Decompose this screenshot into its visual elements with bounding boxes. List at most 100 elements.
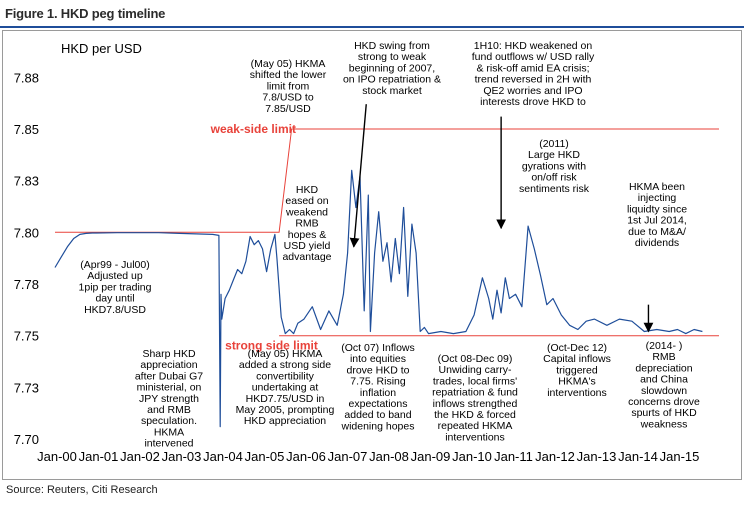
- x-axis-ticks: Jan-00 Jan-01 Jan-02 Jan-03 Jan-04 Jan-05 Jan-…: [37, 449, 699, 464]
- annotation-line: interventions: [547, 387, 607, 399]
- annotation-line: 7.8/USD to: [262, 92, 314, 104]
- annotation-line: liquidty since: [627, 203, 687, 215]
- hkd-peg-chart: HKD per USD 7.70 7.73 7.75 7.78 7.80 7.83 7.85…: [14, 40, 719, 464]
- annotation-line: sentiments risk: [519, 183, 590, 195]
- x-tick-label: Jan-09: [411, 449, 451, 464]
- annotation-line: repatriation & fund: [432, 387, 518, 399]
- annotation-line: strong to weak: [358, 51, 427, 63]
- annotation-line: (Apr99 - Jul00): [80, 259, 149, 271]
- strong-side-limit-label: strong side limit: [225, 339, 318, 353]
- x-tick-label: Jan-06: [286, 449, 326, 464]
- x-tick-label: Jan-13: [577, 449, 617, 464]
- annotation-line: Large HKD: [528, 149, 580, 161]
- y-tick-label: 7.88: [14, 70, 39, 85]
- limit-labels: weak-side limit strong side limit: [210, 122, 318, 353]
- annotation-line: HKD: [296, 184, 319, 196]
- annotation-line: shifted the lower: [250, 69, 327, 81]
- x-tick-label: Jan-07: [328, 449, 368, 464]
- annotation-line: and China: [640, 374, 688, 386]
- annotation-apr99: (Apr99 - Jul00) Adjusted up 1pip per tradi…: [79, 259, 152, 316]
- annotation-line: after Dubai G7: [135, 370, 203, 382]
- x-tick-label: Jan-14: [618, 449, 658, 464]
- annotation-line: depreciation: [635, 362, 692, 374]
- annotation-line: (May 05) HKMA: [251, 58, 326, 70]
- annotation-line: intervened: [144, 438, 193, 450]
- annotation-line: HKD7.8/USD: [84, 304, 146, 316]
- annotations: (Apr99 - Jul00) Adjusted up 1pip per tradi…: [79, 40, 701, 450]
- y-axis-label: HKD per USD: [61, 41, 142, 56]
- annotation-line: HKMA: [154, 426, 184, 438]
- annotation-line: (2014- ): [646, 340, 683, 352]
- annotation-line: RMB: [652, 351, 675, 363]
- annotation-hkma: HKMA been injecting liquidty since 1st Jul …: [627, 181, 687, 249]
- x-tick-label: Jan-12: [535, 449, 575, 464]
- annotation-line: undertaking at: [252, 382, 319, 394]
- annotation-line: (Oct 07) Inflows: [341, 342, 415, 354]
- annotation-line: stock market: [362, 85, 422, 97]
- annotation-line: eased on: [285, 195, 328, 207]
- y-tick-label: 7.73: [14, 380, 39, 395]
- y-tick-label: 7.75: [14, 329, 39, 344]
- annotation-line: Capital inflows: [543, 353, 611, 365]
- y-tick-label: 7.78: [14, 277, 39, 292]
- annotation-line: weakend: [285, 206, 328, 218]
- x-tick-label: Jan-05: [245, 449, 285, 464]
- title-underline: [0, 26, 744, 28]
- annotation-line: (Oct 08-Dec 09): [438, 353, 513, 365]
- x-tick-label: Jan-03: [162, 449, 202, 464]
- x-tick-label: Jan-08: [369, 449, 409, 464]
- annotation-line: Unwiding carry-: [439, 364, 512, 376]
- annotation-line: HKD7.75/USD in: [246, 393, 325, 405]
- annotation-line: Adjusted up: [87, 270, 143, 282]
- annotation-line: speculation.: [141, 415, 197, 427]
- annotation-oct07: (Oct 07) Inflows into equities drove HKD t…: [341, 342, 415, 432]
- annotation-line: advantage: [282, 251, 331, 263]
- annotation-may05b: (May 05) HKMA added a strong side converti…: [236, 348, 335, 427]
- x-tick-label: Jan-10: [452, 449, 492, 464]
- annotation-line: expectations: [349, 398, 408, 410]
- limit-lines: [55, 128, 719, 337]
- annotation-line: 1pip per trading: [79, 281, 152, 293]
- annotation-line: RMB: [295, 218, 318, 230]
- annotation-line: added a strong side: [239, 359, 331, 371]
- annotation-line: 7.75. Rising: [350, 376, 406, 388]
- x-tick-label: Jan-11: [494, 449, 533, 464]
- annotation-line: HKD swing from: [354, 40, 430, 52]
- annotation-line: on/off risk: [531, 172, 577, 184]
- annotation-line: & risk-off amid EA crisis;: [477, 62, 590, 74]
- annotation-line: 1H10: HKD weakened on: [474, 40, 593, 52]
- annotation-y2014: (2014- ) RMB depreciation and China slowdown…: [628, 340, 700, 430]
- annotation-line: injecting: [638, 192, 677, 204]
- annotation-oct08: (Oct 08-Dec 09) Unwiding carry-trades, lo…: [432, 353, 518, 443]
- annotation-line: convertibility: [256, 370, 315, 382]
- annotation-line: interests drove HKD to: [480, 96, 586, 108]
- annotation-line: on IPO repatriation &: [343, 74, 441, 86]
- annotation-line: trend reversed in 2H with: [475, 74, 592, 86]
- annotation-line: inflation: [360, 387, 396, 399]
- annotation-line: gyrations with: [522, 160, 586, 172]
- annotation-line: added to band: [344, 409, 411, 421]
- x-tick-label: Jan-02: [120, 449, 160, 464]
- annotation-line: Sharp HKD: [142, 348, 196, 360]
- annotation-line: QE2 worries and IPO: [483, 85, 582, 97]
- annotation-line: appreciation: [140, 359, 197, 371]
- annotation-line: due to M&A/: [628, 226, 686, 238]
- hkd-usd-line: [54, 169, 703, 428]
- annotation-line: day until: [95, 293, 134, 305]
- annotation-may05a: (May 05) HKMA shifted the lower limit from…: [250, 58, 327, 115]
- annotation-line: weakness: [640, 418, 688, 430]
- y-tick-label: 7.80: [14, 225, 39, 240]
- y-tick-label: 7.85: [14, 122, 39, 137]
- x-tick-label: Jan-15: [660, 449, 700, 464]
- annotation-swing: HKD swing from strong to weak beginning of…: [343, 40, 441, 97]
- annotation-arrow: [349, 104, 367, 248]
- annotation-line: 1st Jul 2014,: [627, 215, 687, 227]
- annotation-line: (May 05) HKMA: [248, 348, 323, 360]
- annotation-octdec12: (Oct-Dec 12) Capital inflows triggered HKMA…: [543, 342, 611, 399]
- x-tick-label: Jan-04: [203, 449, 243, 464]
- annotation-line: hopes &: [288, 229, 327, 241]
- x-tick-label: Jan-01: [79, 449, 119, 464]
- annotation-line: trades, local firms': [433, 375, 517, 387]
- y-axis-ticks: 7.70 7.73 7.75 7.78 7.80 7.83 7.85 7.88: [14, 70, 39, 447]
- annotation-line: (2011): [539, 138, 569, 150]
